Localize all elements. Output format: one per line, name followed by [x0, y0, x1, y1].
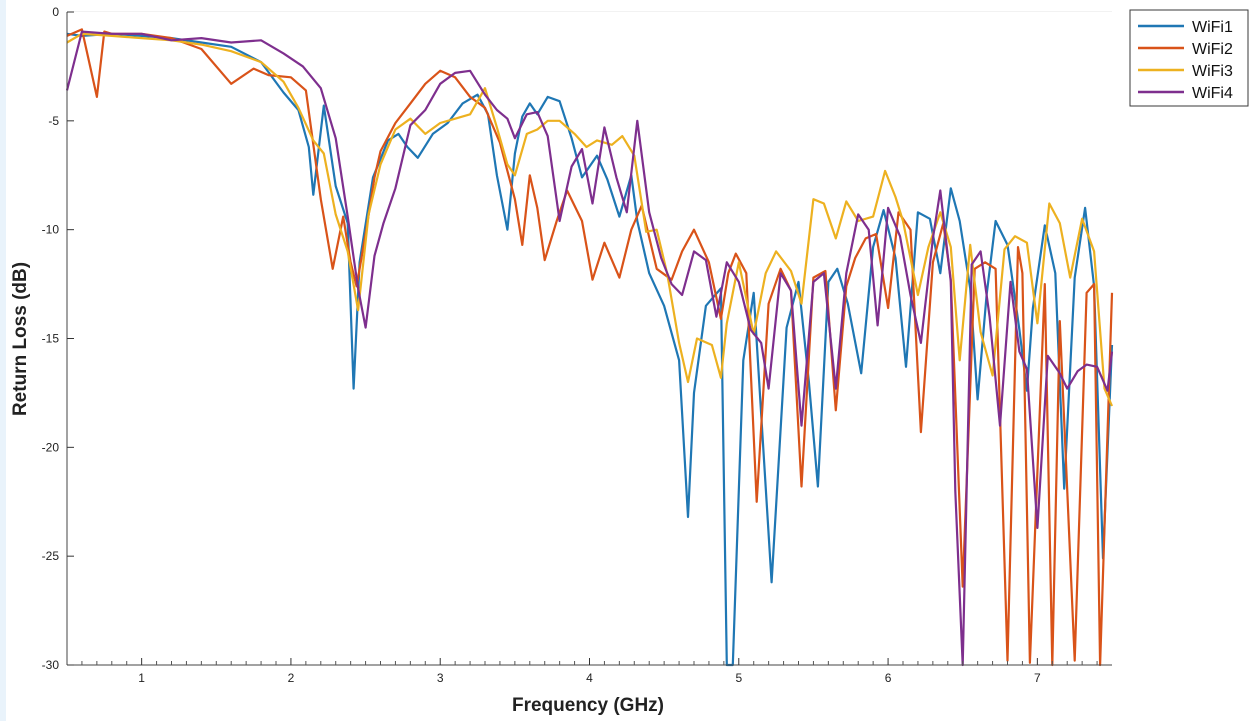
y-tick-label: -10: [42, 223, 60, 237]
x-tick-label: 5: [735, 671, 742, 685]
y-tick-label: -5: [48, 114, 59, 128]
y-tick-label: -20: [42, 440, 60, 454]
x-tick-label: 3: [437, 671, 444, 685]
series-line-wifi3: [66, 32, 1114, 407]
x-tick-label: 6: [885, 671, 892, 685]
series-layer: [65, 28, 1114, 667]
plot-area: [67, 12, 1112, 665]
y-axis-ticks: 0 -5 -10 -15 -20 -25 -30: [42, 5, 74, 672]
plot-background: [67, 12, 1112, 665]
x-tick-label: 1: [138, 671, 145, 685]
series-line-wifi1: [66, 32, 1114, 667]
x-axis-title: Frequency (GHz): [512, 695, 664, 716]
legend-label-wifi3: WiFi3: [1192, 63, 1233, 80]
x-axis-ticks: 1 2 3 4 5 6 7: [138, 658, 1041, 685]
x-tick-label: 2: [288, 671, 295, 685]
legend: WiFi1 WiFi2 WiFi3 WiFi4: [1129, 9, 1249, 107]
left-edge-strip: [0, 0, 6, 721]
legend-label-wifi2: WiFi2: [1192, 41, 1233, 58]
y-tick-label: -25: [42, 549, 60, 563]
series-line-wifi4: [65, 30, 1114, 667]
legend-label-wifi4: WiFi4: [1192, 85, 1233, 102]
x-tick-label: 4: [586, 671, 593, 685]
series-line-wifi2: [66, 28, 1114, 667]
y-tick-label: -15: [42, 332, 60, 346]
y-axis-title: Return Loss (dB): [10, 262, 31, 416]
y-tick-label: 0: [52, 5, 59, 19]
y-tick-label: -30: [42, 658, 60, 672]
legend-label-wifi1: WiFi1: [1192, 19, 1233, 36]
x-tick-label: 7: [1034, 671, 1041, 685]
